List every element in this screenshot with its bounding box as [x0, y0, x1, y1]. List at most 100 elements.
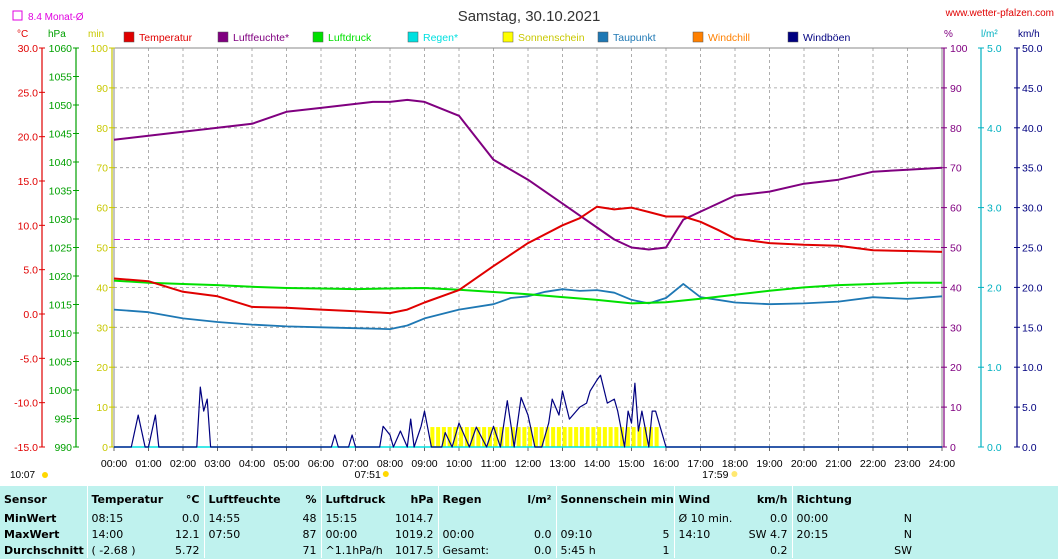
unit-pct: %	[944, 29, 953, 40]
summary-row-min: MinWert 08:15 0.0 14:55 48 15:15 1014.7 Ø 1…	[0, 510, 916, 526]
temp-axis-label: 10.0	[18, 220, 39, 232]
grid	[113, 47, 943, 448]
time-label: 12:00	[515, 458, 541, 470]
legend-label: Windböen	[803, 32, 850, 44]
cell: 14:00 12.1	[86, 526, 204, 542]
hpa-axis-label: 1045	[49, 129, 73, 141]
wind-axis-label: 50.0	[1022, 43, 1043, 55]
temp-axis-label: 25.0	[18, 87, 39, 99]
sunshine-bar	[654, 427, 659, 447]
wind-axis-label: 5.0	[1022, 402, 1037, 414]
sunshine-bar	[476, 427, 481, 447]
sunset-icon	[731, 471, 738, 477]
dewpoint-series	[113, 282, 943, 331]
sunshine-bar	[568, 427, 573, 447]
legend-label: Luftdruck	[328, 32, 372, 44]
hpa-axis-label: 1040	[49, 157, 73, 169]
pct-axis-label: 20	[950, 362, 962, 374]
summary-header: Luftdruck hPa	[320, 486, 438, 510]
sunshine-bar	[482, 427, 487, 447]
legend-label: Taupunkt	[613, 32, 656, 44]
rain-axis-label: 2.0	[987, 282, 1002, 294]
time-label: 17:00	[687, 458, 713, 470]
wind-axis-label: 45.0	[1022, 83, 1043, 95]
sunshine-bar	[579, 427, 584, 447]
site-link[interactable]: www.wetter-pfalzen.com	[945, 8, 1054, 19]
sunshine-bar	[551, 427, 556, 447]
pressure-series	[113, 279, 942, 305]
series	[113, 98, 943, 448]
sunshine-bar	[436, 427, 441, 447]
wind-axis-label: 25.0	[1022, 243, 1043, 255]
cell: ( -2.68 ) 5.72	[86, 542, 204, 558]
unit-temp: °C	[17, 29, 28, 40]
unit-hpa: hPa	[48, 29, 66, 40]
temp-axis-label: 0.0	[23, 309, 38, 321]
sunset-label: 17:59	[702, 469, 728, 481]
sunshine-bar	[614, 427, 619, 447]
hpa-axis-label: 1005	[49, 357, 73, 369]
time-label: 03:00	[204, 458, 230, 470]
hpa-axis-label: 1000	[49, 385, 73, 397]
legend-label: Sonnenschein	[518, 32, 585, 44]
min-axis-label: 0	[102, 442, 108, 454]
cell: 14:55 48	[203, 510, 321, 526]
sunrise-icon	[382, 471, 389, 477]
time-marker: 10:07	[10, 470, 35, 481]
rain-axis-label: 4.0	[987, 123, 1002, 135]
chart-title: Samstag, 30.10.2021	[458, 8, 601, 25]
legend-label: Luftfeuchte*	[233, 32, 289, 44]
wind-axis-label: 30.0	[1022, 203, 1043, 215]
legend-label: Regen*	[423, 32, 458, 44]
pct-axis-label: 70	[950, 163, 962, 175]
min-axis-label: 50	[96, 243, 108, 255]
min-axis-label: 80	[96, 123, 108, 135]
time-label: 06:00	[308, 458, 334, 470]
temp-axis-label: 15.0	[18, 176, 39, 188]
sunshine-bar	[648, 427, 653, 447]
hpa-axis-label: 1050	[49, 100, 73, 112]
rain-axis-label: 5.0	[987, 43, 1002, 55]
cell: 08:15 0.0	[86, 510, 204, 526]
rain-axis-label: 3.0	[987, 203, 1002, 215]
avg-legend-box	[12, 10, 23, 21]
sunshine-bar	[545, 427, 550, 447]
sunshine-bar	[447, 427, 452, 447]
sunshine-bar	[533, 427, 538, 447]
legend-label: Windchill	[708, 32, 750, 44]
legend-swatch	[787, 31, 799, 43]
min-axis-label: 10	[96, 402, 108, 414]
sunshine-bar	[505, 427, 510, 447]
pct-axis-label: 90	[950, 83, 962, 95]
sunshine-bar	[591, 427, 596, 447]
unit-min: min	[88, 29, 104, 40]
time-label: 24:00	[929, 458, 955, 470]
row-label: MaxWert	[4, 527, 60, 541]
gust-series	[114, 374, 942, 448]
sunshine-bar	[516, 427, 521, 447]
time-label: 11:00	[481, 458, 507, 470]
hpa-axis-label: 1055	[49, 72, 73, 84]
time-label: 21:00	[825, 458, 851, 470]
summary-header: Luftfeuchte%	[203, 486, 321, 510]
time-label: 19:00	[756, 458, 782, 470]
cell: 07:50 87	[203, 526, 321, 542]
time-label: 04:00	[239, 458, 265, 470]
min-axis-label: 90	[96, 83, 108, 95]
cell: 15:15 1014.7	[320, 510, 438, 526]
sunshine-bar	[556, 427, 561, 447]
time-label: 02:00	[170, 458, 196, 470]
legend-swatch	[597, 31, 609, 43]
pct-axis-label: 100	[950, 43, 968, 55]
summary-header: Richtung	[791, 486, 916, 510]
hpa-axis-label: 1060	[49, 43, 73, 55]
sunshine-bar	[608, 427, 613, 447]
pct-axis-label: 10	[950, 402, 962, 414]
sunshine-bar	[574, 427, 579, 447]
row-label: MinWert	[4, 511, 57, 525]
avg-label: 8.4 Monat-Ø	[28, 12, 84, 23]
pct-axis-label: 60	[950, 203, 962, 215]
wind-axis-label: 40.0	[1022, 123, 1043, 135]
time-label: 18:00	[722, 458, 748, 470]
